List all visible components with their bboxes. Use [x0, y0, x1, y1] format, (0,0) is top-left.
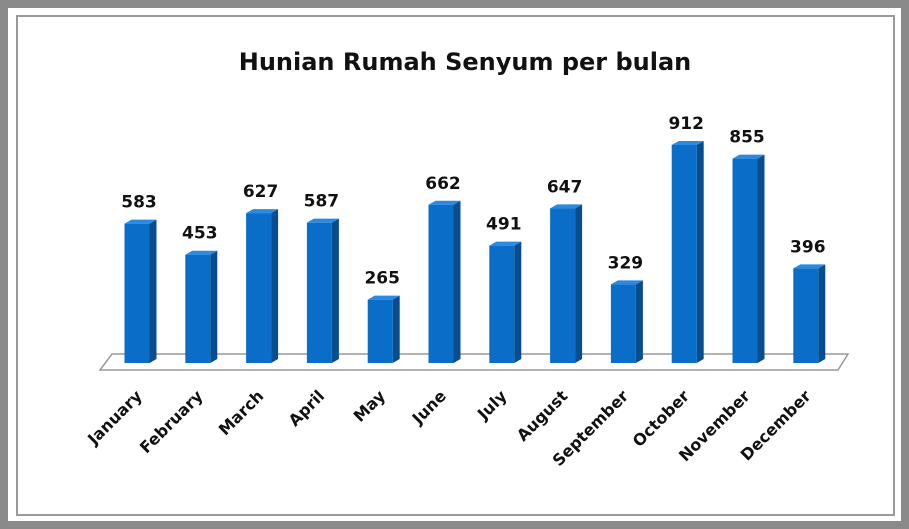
chart-title: Hunian Rumah Senyum per bulan: [239, 48, 692, 76]
bar-front: [185, 254, 211, 363]
bar-front: [246, 213, 272, 363]
bar-side: [210, 250, 218, 363]
data-label: 912: [668, 114, 704, 134]
bar: [306, 218, 339, 363]
bar: [246, 209, 279, 363]
bar-top: [185, 250, 218, 255]
bar-top: [671, 141, 704, 145]
bar-top: [367, 295, 400, 300]
data-label: 265: [364, 269, 400, 289]
bar-top: [246, 209, 279, 214]
bar-side: [514, 241, 522, 363]
data-label: 662: [425, 174, 461, 194]
bar: [671, 141, 704, 363]
bar-front: [671, 145, 697, 363]
bar-side: [818, 264, 826, 363]
bar-top: [428, 200, 461, 205]
bar-top: [306, 218, 339, 223]
data-label: 583: [121, 193, 157, 213]
bar-side: [271, 209, 279, 363]
bar: [489, 241, 522, 363]
data-label: 396: [790, 237, 826, 257]
data-label: 329: [608, 253, 644, 273]
bar-top: [489, 241, 522, 246]
bar: [428, 200, 461, 363]
data-label: 647: [547, 177, 583, 197]
bar-front: [550, 208, 576, 363]
bar-front: [610, 284, 636, 363]
bar-front: [793, 268, 819, 363]
bar-side: [331, 218, 339, 363]
inner-frame: [16, 15, 895, 516]
data-label: 627: [243, 182, 279, 202]
bar-side: [635, 280, 643, 363]
bar: [732, 154, 765, 363]
bar-side: [575, 204, 583, 363]
bar: [610, 280, 643, 363]
bar: [367, 295, 400, 363]
bar-top: [610, 280, 643, 285]
bar-front: [428, 204, 454, 363]
floor: [98, 353, 850, 371]
bar-front: [367, 299, 393, 363]
data-label: 855: [729, 128, 765, 148]
bar-top: [793, 264, 826, 269]
bar-front: [124, 223, 150, 363]
bar-front: [306, 222, 332, 363]
bar-front: [732, 158, 758, 363]
bar-side: [149, 219, 157, 363]
bar-top: [732, 154, 765, 159]
data-label: 491: [486, 215, 522, 235]
bar-side: [453, 200, 461, 363]
bar: [185, 250, 218, 363]
bar: [124, 219, 157, 363]
bar-front: [489, 245, 515, 363]
bar-top: [550, 204, 583, 209]
bar: [550, 204, 583, 363]
bar-side: [757, 154, 765, 363]
data-label: 453: [182, 224, 218, 244]
bar: [793, 264, 826, 363]
bar-top: [124, 219, 157, 224]
bar-side: [392, 295, 400, 363]
data-label: 587: [304, 192, 340, 212]
bar-side: [696, 141, 704, 363]
